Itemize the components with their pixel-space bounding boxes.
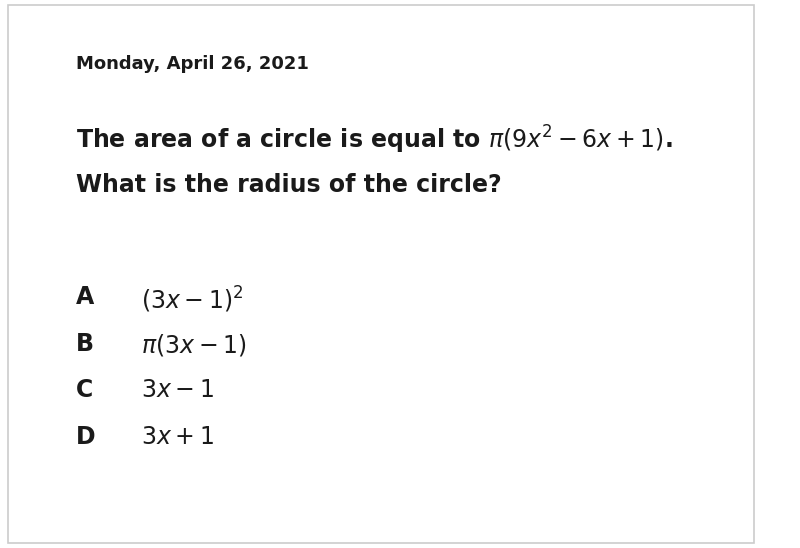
- Text: What is the radius of the circle?: What is the radius of the circle?: [76, 173, 502, 197]
- Text: D: D: [76, 425, 96, 449]
- Text: $3x + 1$: $3x + 1$: [141, 425, 214, 449]
- Text: $\pi(3x - 1)$: $\pi(3x - 1)$: [141, 332, 246, 357]
- Text: B: B: [76, 332, 94, 356]
- Text: $(3x - 1)^2$: $(3x - 1)^2$: [141, 285, 243, 315]
- Text: C: C: [76, 378, 94, 402]
- Text: $3x - 1$: $3x - 1$: [141, 378, 214, 402]
- Text: A: A: [76, 285, 94, 309]
- Text: The area of a circle is equal to $\pi(9x^2 - 6x + 1)$.: The area of a circle is equal to $\pi(9x…: [76, 123, 673, 156]
- Text: Monday, April 26, 2021: Monday, April 26, 2021: [76, 55, 309, 73]
